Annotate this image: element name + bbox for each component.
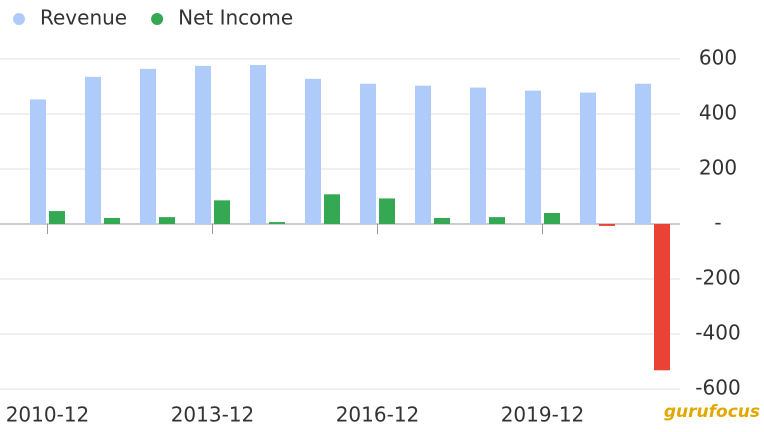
bar [360, 83, 376, 224]
bar [104, 217, 120, 224]
bar [159, 217, 175, 224]
bar [654, 224, 670, 371]
watermark: gurufocus [664, 402, 760, 422]
bar [525, 90, 541, 224]
bar [544, 213, 560, 224]
legend-marker [13, 13, 25, 25]
bar [470, 87, 486, 224]
y-tick-label: 200 [699, 156, 737, 180]
y-tick-label: - [714, 211, 721, 235]
bar [324, 194, 340, 224]
legend-label: Revenue [40, 6, 127, 30]
bar [379, 198, 395, 224]
bar [635, 83, 651, 224]
bar [195, 65, 211, 224]
x-tick-label: 2016-12 [336, 403, 420, 427]
y-tick-label: 600 [699, 46, 737, 70]
y-tick-label: -400 [695, 321, 740, 345]
bar [49, 211, 65, 224]
y-tick-label: -600 [695, 376, 740, 400]
legend-label: Net Income [178, 6, 293, 30]
bar [269, 222, 285, 224]
x-tick-label: 2013-12 [171, 403, 255, 427]
legend-marker [151, 13, 164, 25]
bar [305, 78, 321, 224]
x-tick-label: 2019-12 [501, 403, 585, 427]
bar [580, 92, 596, 224]
bar [140, 68, 156, 225]
bar [434, 217, 450, 224]
x-tick-label: 2010-12 [6, 403, 90, 427]
bar [250, 65, 266, 224]
y-tick-label: 400 [699, 101, 737, 125]
bar [599, 224, 615, 226]
y-tick-label: -200 [695, 266, 740, 290]
bar [489, 217, 505, 224]
bar [85, 76, 101, 224]
bar [415, 85, 431, 224]
bar [30, 99, 46, 224]
bar [214, 200, 230, 224]
